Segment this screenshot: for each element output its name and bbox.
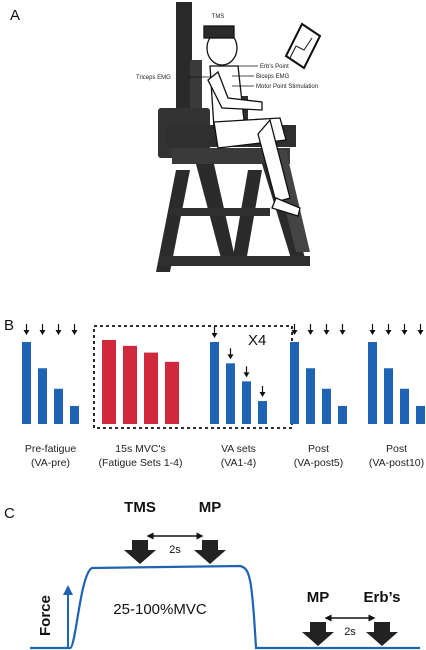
group-label-line2: (VA-pre)	[31, 457, 70, 469]
bar	[54, 388, 63, 424]
bar	[242, 381, 251, 424]
bar-group: Post (VA-post10)	[368, 324, 425, 469]
stim-arrow-icon	[369, 324, 376, 335]
stim-arrow-icon	[211, 327, 218, 338]
bar	[102, 340, 116, 424]
bar	[144, 352, 158, 424]
bar-group: 15s MVC's (Fatigue Sets 1-4)	[98, 340, 183, 469]
bar	[38, 368, 47, 424]
tms-arrow-icon	[124, 540, 156, 564]
stim-arrow-icon	[39, 324, 46, 335]
stim-arrow-icon	[243, 366, 250, 378]
bar	[290, 342, 299, 424]
bar	[226, 363, 235, 424]
stim-arrow-icon	[339, 324, 346, 335]
panel-c: C Force TMS MP 2s 25-100%MVC MP Erb’s 2s	[4, 499, 420, 650]
tms-label: TMS	[212, 14, 225, 20]
interval-left-label: 2s	[169, 544, 181, 556]
mp-left-arrow-icon	[194, 540, 226, 564]
bar	[210, 342, 219, 424]
panel-b: B X4 Pre-fatigue (VA-pre) 15s MVC's (Fatigu…	[4, 317, 425, 469]
group-label-line2: (Fatigue Sets 1-4)	[98, 457, 182, 469]
bar-group: Post (VA-post5)	[290, 324, 347, 469]
bar	[123, 345, 137, 424]
bar	[368, 342, 377, 424]
erbs-label: Erb’s	[364, 589, 401, 606]
stim-arrow-icon	[307, 324, 314, 335]
group-label-line2: (VA1-4)	[221, 457, 256, 469]
bar-group: Pre-fatigue (VA-pre)	[22, 324, 79, 469]
stim-arrow-icon	[417, 324, 424, 335]
stim-arrow-icon	[291, 324, 298, 335]
monitor-icon	[284, 22, 322, 70]
motor-point-label: Motor Point Stimulation	[256, 84, 318, 90]
bar	[338, 405, 347, 424]
panel-c-letter: C	[4, 505, 15, 522]
bar-group: VA sets (VA1-4)	[210, 327, 267, 469]
group-label-line1: Post	[308, 443, 329, 455]
stim-arrow-icon	[71, 324, 78, 335]
erbs-arrow-icon	[366, 622, 398, 646]
group-label-line1: 15s MVC's	[115, 443, 165, 455]
panel-b-letter: B	[4, 317, 14, 334]
biceps-emg-label: Biceps EMG	[256, 74, 290, 80]
mp-right-label: MP	[307, 589, 330, 606]
bar	[400, 388, 409, 424]
stim-arrow-icon	[23, 324, 30, 335]
group-label-line1: Post	[386, 443, 407, 455]
stim-arrow-icon	[385, 324, 392, 335]
panel-a: A	[10, 2, 322, 272]
bar	[165, 361, 179, 424]
stim-arrow-icon	[401, 324, 408, 335]
level-label: 25-100%MVC	[113, 601, 207, 618]
erbs-point-label: Erb's Point	[260, 64, 289, 70]
repeat-multiplier: X4	[248, 332, 266, 349]
mp-right-arrow-icon	[302, 622, 334, 646]
force-axis-label: Force	[37, 595, 54, 636]
tms-marker-label: TMS	[124, 499, 156, 516]
force-trace	[30, 564, 420, 650]
triceps-emg-label: Triceps EMG	[136, 75, 171, 81]
group-label-line2: (VA-post10)	[369, 457, 424, 469]
subject-illustration	[203, 25, 301, 217]
bar	[306, 368, 315, 424]
group-label-line1: Pre-fatigue	[25, 443, 77, 455]
group-label-line1: VA sets	[221, 443, 256, 455]
group-label-line2: (VA-post5)	[294, 457, 343, 469]
bar	[70, 405, 79, 424]
bar	[322, 388, 331, 424]
bar-groups: Pre-fatigue (VA-pre) 15s MVC's (Fatigue Set…	[22, 324, 425, 469]
bar	[258, 401, 267, 424]
interval-right-label: 2s	[344, 626, 356, 638]
stim-arrow-icon	[259, 386, 266, 398]
mp-left-label: MP	[199, 499, 222, 516]
stim-arrow-icon	[55, 324, 62, 335]
stim-arrow-icon	[323, 324, 330, 335]
stim-arrow-icon	[227, 348, 234, 360]
bar	[384, 368, 393, 424]
bar	[22, 342, 31, 424]
bar	[416, 405, 425, 424]
panel-a-letter: A	[10, 7, 20, 24]
